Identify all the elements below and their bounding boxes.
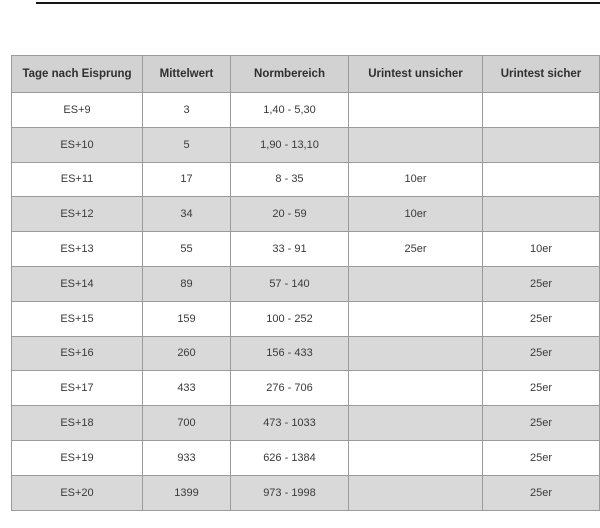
header-row: Tage nach Eisprung Mittelwert Normbereic… bbox=[11, 55, 600, 93]
cell-day: ES+15 bbox=[11, 300, 143, 337]
cell-urintest-sicher bbox=[482, 161, 600, 198]
table-row: ES+10 5 1,90 - 13,10 bbox=[11, 126, 600, 163]
column-header-mittelwert: Mittelwert bbox=[142, 55, 231, 93]
column-header-tage-nach-eisprung: Tage nach Eisprung bbox=[11, 55, 143, 93]
cell-urintest-sicher: 25er bbox=[482, 300, 600, 337]
cell-urintest-sicher: 25er bbox=[482, 439, 600, 476]
cell-day: ES+10 bbox=[11, 126, 143, 163]
table-row: ES+19 933 626 - 1384 25er bbox=[11, 439, 600, 476]
cell-urintest-unsicher: 25er bbox=[348, 231, 483, 267]
cell-urintest-sicher bbox=[482, 196, 600, 233]
top-rule bbox=[36, 2, 600, 4]
cell-normbereich: 156 - 433 bbox=[230, 335, 349, 372]
cell-urintest-unsicher bbox=[348, 92, 483, 128]
table-row: ES+20 1399 973 - 1998 25er bbox=[11, 474, 600, 511]
table-row: ES+13 55 33 - 91 25er 10er bbox=[11, 231, 600, 267]
table-row: ES+12 34 20 - 59 10er bbox=[11, 196, 600, 233]
cell-mittelwert: 89 bbox=[142, 265, 231, 302]
table-row: ES+15 159 100 - 252 25er bbox=[11, 300, 600, 337]
table-row: ES+18 700 473 - 1033 25er bbox=[11, 405, 600, 441]
cell-mittelwert: 700 bbox=[142, 405, 231, 441]
cell-urintest-unsicher bbox=[348, 265, 483, 302]
cell-mittelwert: 3 bbox=[142, 92, 231, 128]
cell-urintest-sicher: 10er bbox=[482, 231, 600, 267]
table-row: ES+17 433 276 - 706 25er bbox=[11, 370, 600, 407]
column-header-urintest-unsicher: Urintest unsicher bbox=[348, 55, 483, 93]
cell-day: ES+18 bbox=[11, 405, 143, 441]
cell-urintest-sicher: 25er bbox=[482, 370, 600, 407]
cell-normbereich: 8 - 35 bbox=[230, 161, 349, 198]
cell-mittelwert: 260 bbox=[142, 335, 231, 372]
cell-day: ES+12 bbox=[11, 196, 143, 233]
cell-mittelwert: 1399 bbox=[142, 474, 231, 511]
table-row: ES+16 260 156 - 433 25er bbox=[11, 335, 600, 372]
cell-day: ES+13 bbox=[11, 231, 143, 267]
cell-day: ES+11 bbox=[11, 161, 143, 198]
cell-normbereich: 626 - 1384 bbox=[230, 439, 349, 476]
cell-mittelwert: 433 bbox=[142, 370, 231, 407]
cell-day: ES+9 bbox=[11, 92, 143, 128]
cell-mittelwert: 34 bbox=[142, 196, 231, 233]
cell-urintest-unsicher bbox=[348, 126, 483, 163]
cell-normbereich: 20 - 59 bbox=[230, 196, 349, 233]
cell-normbereich: 973 - 1998 bbox=[230, 474, 349, 511]
cell-normbereich: 57 - 140 bbox=[230, 265, 349, 302]
table-row: ES+11 17 8 - 35 10er bbox=[11, 161, 600, 198]
cell-normbereich: 473 - 1033 bbox=[230, 405, 349, 441]
cell-mittelwert: 17 bbox=[142, 161, 231, 198]
cell-urintest-sicher bbox=[482, 92, 600, 128]
cell-urintest-unsicher bbox=[348, 439, 483, 476]
cell-urintest-sicher: 25er bbox=[482, 335, 600, 372]
cell-urintest-unsicher bbox=[348, 474, 483, 511]
cell-mittelwert: 933 bbox=[142, 439, 231, 476]
column-header-normbereich: Normbereich bbox=[230, 55, 349, 93]
cell-day: ES+16 bbox=[11, 335, 143, 372]
cell-normbereich: 1,90 - 13,10 bbox=[230, 126, 349, 163]
cell-day: ES+19 bbox=[11, 439, 143, 476]
cell-day: ES+17 bbox=[11, 370, 143, 407]
cell-day: ES+20 bbox=[11, 474, 143, 511]
table-row: ES+9 3 1,40 - 5,30 bbox=[11, 92, 600, 128]
column-header-urintest-sicher: Urintest sicher bbox=[482, 55, 600, 93]
cell-urintest-sicher bbox=[482, 126, 600, 163]
cell-urintest-unsicher: 10er bbox=[348, 161, 483, 198]
cell-urintest-unsicher bbox=[348, 405, 483, 441]
cell-normbereich: 1,40 - 5,30 bbox=[230, 92, 349, 128]
cell-mittelwert: 55 bbox=[142, 231, 231, 267]
cell-urintest-unsicher: 10er bbox=[348, 196, 483, 233]
cell-mittelwert: 5 bbox=[142, 126, 231, 163]
cell-mittelwert: 159 bbox=[142, 300, 231, 337]
hcg-table: Tage nach Eisprung Mittelwert Normbereic… bbox=[11, 55, 600, 511]
cell-urintest-sicher: 25er bbox=[482, 405, 600, 441]
table-row: ES+14 89 57 - 140 25er bbox=[11, 265, 600, 302]
cell-normbereich: 33 - 91 bbox=[230, 231, 349, 267]
cell-normbereich: 276 - 706 bbox=[230, 370, 349, 407]
cell-normbereich: 100 - 252 bbox=[230, 300, 349, 337]
cell-day: ES+14 bbox=[11, 265, 143, 302]
cell-urintest-unsicher bbox=[348, 300, 483, 337]
cell-urintest-unsicher bbox=[348, 335, 483, 372]
cell-urintest-sicher: 25er bbox=[482, 265, 600, 302]
cell-urintest-unsicher bbox=[348, 370, 483, 407]
cell-urintest-sicher: 25er bbox=[482, 474, 600, 511]
